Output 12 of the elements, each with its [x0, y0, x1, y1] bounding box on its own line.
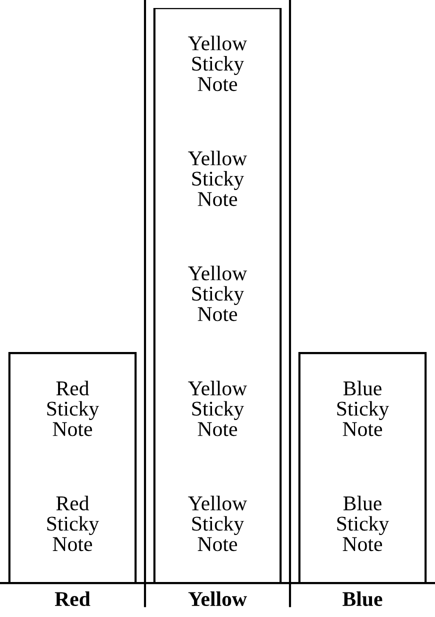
annotation: Yellow Sticky Note — [188, 36, 248, 92]
annotation: Red Sticky Note — [47, 380, 100, 436]
annotation: Yellow Sticky Note — [188, 266, 248, 322]
x-tick-label: Blue — [342, 591, 382, 606]
annotation: Yellow Sticky Note — [188, 150, 248, 206]
annotation: Yellow Sticky Note — [188, 496, 248, 552]
annotation: Blue Sticky Note — [337, 380, 390, 436]
x-tick-label: Yellow — [188, 591, 247, 606]
x-tick-label: Red — [54, 591, 90, 606]
annotation: Blue Sticky Note — [337, 496, 390, 552]
annotation: Red Sticky Note — [47, 496, 100, 552]
annotation: Yellow Sticky Note — [188, 380, 248, 436]
